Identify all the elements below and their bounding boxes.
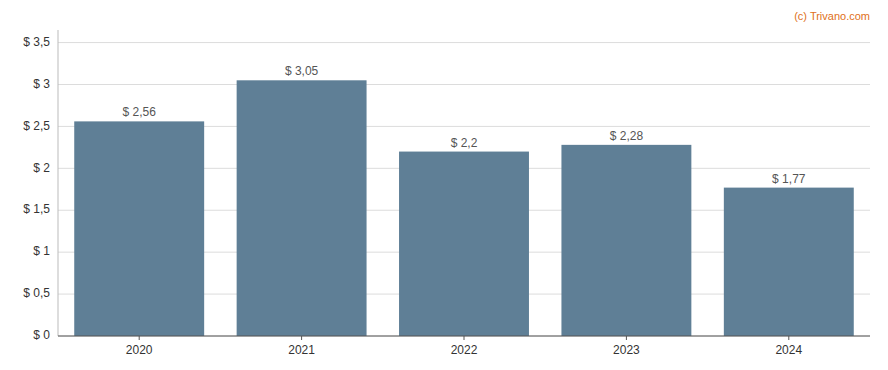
bar — [399, 152, 529, 336]
x-tick-label: 2022 — [451, 343, 478, 357]
bar — [561, 145, 691, 336]
y-tick-label: $ 2 — [33, 161, 50, 175]
x-tick — [301, 336, 302, 340]
y-tick-label: $ 3,5 — [23, 35, 50, 49]
data-label: $ 2,2 — [451, 136, 478, 150]
data-label: $ 1,77 — [772, 172, 806, 186]
bar — [724, 188, 854, 336]
y-tick-label: $ 1 — [33, 244, 50, 258]
chart: $ 0 $ 0,5 $ 1 $ 1,5 $ 2 $ 2,5 $ 3 $ 3,5 2020 2021… — [0, 0, 888, 370]
x-tick — [139, 336, 140, 340]
y-tick-label: $ 1,5 — [23, 202, 50, 216]
y-tick-label: $ 2,5 — [23, 119, 50, 133]
bar — [237, 80, 367, 336]
grid-line — [58, 84, 870, 85]
bars — [74, 80, 854, 336]
x-tick-label: 2021 — [288, 343, 315, 357]
x-tick-label: 2024 — [775, 343, 802, 357]
watermark: (c) Trivano.com — [794, 10, 870, 22]
grid-line — [58, 42, 870, 43]
x-tick-label: 2020 — [126, 343, 153, 357]
y-tick-label: $ 0 — [33, 328, 50, 342]
data-label: $ 2,56 — [123, 105, 157, 119]
y-tick-label: $ 0,5 — [23, 286, 50, 300]
data-label: $ 2,28 — [610, 129, 644, 143]
bar — [74, 121, 204, 336]
y-tick-label: $ 3 — [33, 77, 50, 91]
x-tick-label: 2023 — [613, 343, 640, 357]
y-axis-line — [58, 30, 59, 336]
data-label: $ 3,05 — [285, 64, 319, 78]
x-tick — [464, 336, 465, 340]
x-tick — [788, 336, 789, 340]
x-tick — [626, 336, 627, 340]
